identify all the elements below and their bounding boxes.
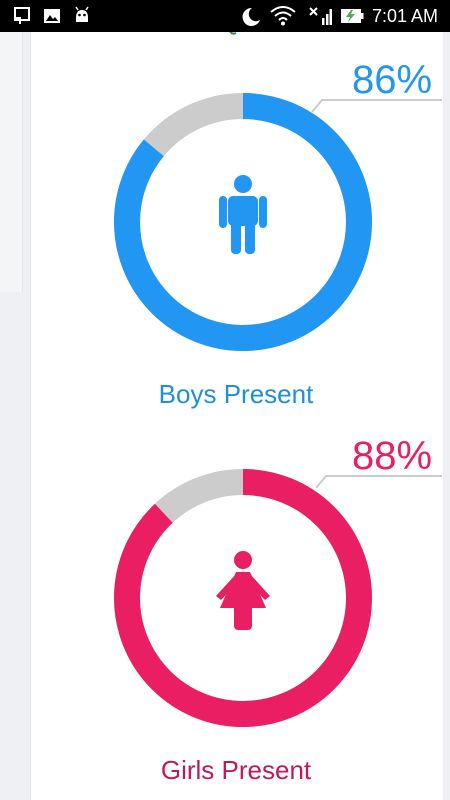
signal-off-icon: [309, 7, 332, 25]
boys-present-arc: [114, 93, 372, 351]
wifi-icon: [270, 6, 296, 26]
screen-cast-icon: [14, 7, 30, 24]
side-panel-edge: [0, 32, 23, 292]
girls-present-arc: [114, 469, 372, 727]
clock-time: 7:01 AM: [371, 6, 438, 26]
boys-present-caption: Boys Present: [158, 379, 314, 409]
cut-off-footer-row: [38, 790, 434, 800]
android-icon: [75, 6, 89, 22]
boys-leader-line: [311, 99, 442, 113]
image-icon: [44, 9, 60, 23]
girls-leader-line: [315, 475, 442, 489]
girls-percent-label: 88%: [352, 434, 433, 478]
status-bar: 7:01 AM: [0, 0, 450, 32]
boys-percent-label: 86%: [352, 58, 433, 102]
girls-present-caption: Girls Present: [160, 755, 312, 785]
moon-icon: [242, 7, 260, 26]
girls-donut-chart: [114, 469, 442, 727]
girl-icon: [216, 551, 270, 630]
boys-donut-chart: [114, 93, 442, 351]
battery-charging-icon: [341, 9, 364, 23]
attendance-card: [30, 32, 443, 800]
boy-icon: [219, 175, 267, 254]
